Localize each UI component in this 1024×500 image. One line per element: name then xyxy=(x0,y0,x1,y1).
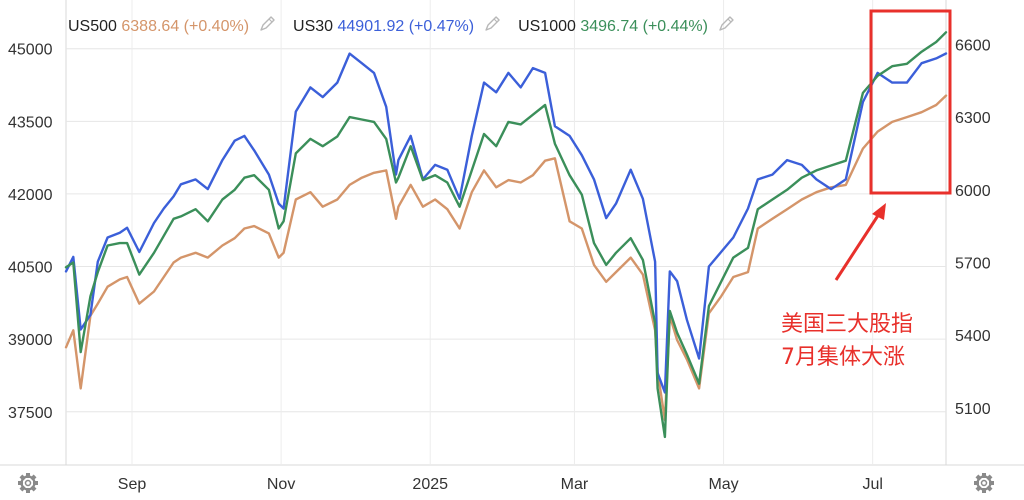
left-tick-label: 39000 xyxy=(8,332,53,349)
legend: US500 6388.64 (+0.40%) US30 44901.92 (+0.… xyxy=(68,16,734,35)
gear-icon[interactable] xyxy=(18,473,38,493)
legend-value: 3496.74 xyxy=(580,18,642,35)
annotation-text-line2: 7月集体大涨 xyxy=(781,345,905,370)
pencil-icon[interactable] xyxy=(260,16,275,31)
x-tick-label: Sep xyxy=(118,476,147,493)
left-tick-label: 40500 xyxy=(8,260,53,277)
right-tick-label: 6300 xyxy=(955,110,991,127)
pencil-icon[interactable] xyxy=(485,16,500,31)
legend-text: US1000 3496.74 (+0.44%) xyxy=(518,18,708,35)
series-lines xyxy=(64,31,948,439)
right-tick-label: 6000 xyxy=(955,183,991,200)
gear-icon[interactable] xyxy=(974,473,994,493)
right-tick-label: 5400 xyxy=(955,328,991,345)
x-tick-label: Mar xyxy=(561,476,589,493)
pencil-icon[interactable] xyxy=(719,16,734,31)
x-axis: Sep Nov 2025 Mar May Jul xyxy=(118,476,883,493)
right-tick-label: 5700 xyxy=(955,255,991,272)
legend-text: US30 44901.92 (+0.47%) xyxy=(293,18,474,35)
legend-change: (+0.40%) xyxy=(184,18,249,35)
x-tick-label: 2025 xyxy=(412,476,448,493)
annotation-arrow-shaft xyxy=(834,213,881,281)
left-tick-label: 43500 xyxy=(8,114,53,131)
legend-text: US500 6388.64 (+0.40%) xyxy=(68,18,249,35)
grid xyxy=(0,0,1024,466)
annotation-arrow-head xyxy=(872,203,886,220)
annotation-text-line1: 美国三大股指 xyxy=(781,312,913,337)
settings-controls[interactable] xyxy=(18,473,994,493)
x-tick-label: Jul xyxy=(862,476,882,493)
legend-change: (+0.44%) xyxy=(643,18,708,35)
annotation: 美国三大股指 7月集体大涨 xyxy=(781,9,952,370)
x-tick-label: May xyxy=(708,476,738,493)
legend-series-name: US30 xyxy=(293,18,337,35)
legend-item-us30[interactable]: US30 44901.92 (+0.47%) xyxy=(293,16,500,35)
left-tick-label: 42000 xyxy=(8,187,53,204)
legend-value: 6388.64 xyxy=(121,18,183,35)
series-line-us1000 xyxy=(64,31,948,439)
legend-value: 44901.92 xyxy=(338,18,409,35)
series-line-us30 xyxy=(64,52,948,394)
right-tick-label: 6600 xyxy=(955,37,991,54)
legend-series-name: US500 xyxy=(68,18,121,35)
left-tick-label: 37500 xyxy=(8,405,53,422)
left-tick-label: 45000 xyxy=(8,42,53,59)
legend-item-us500[interactable]: US500 6388.64 (+0.40%) xyxy=(68,16,275,35)
series-line-us500 xyxy=(64,94,948,422)
highlight-box xyxy=(869,9,952,195)
left-axis: 45000 43500 42000 40500 39000 37500 xyxy=(8,42,53,422)
legend-item-us1000[interactable]: US1000 3496.74 (+0.44%) xyxy=(518,16,734,35)
legend-change: (+0.47%) xyxy=(409,18,474,35)
x-tick-label: Nov xyxy=(267,476,295,493)
legend-series-name: US1000 xyxy=(518,18,580,35)
right-tick-label: 5100 xyxy=(955,401,991,418)
right-axis: 6600 6300 6000 5700 5400 5100 xyxy=(955,37,991,417)
